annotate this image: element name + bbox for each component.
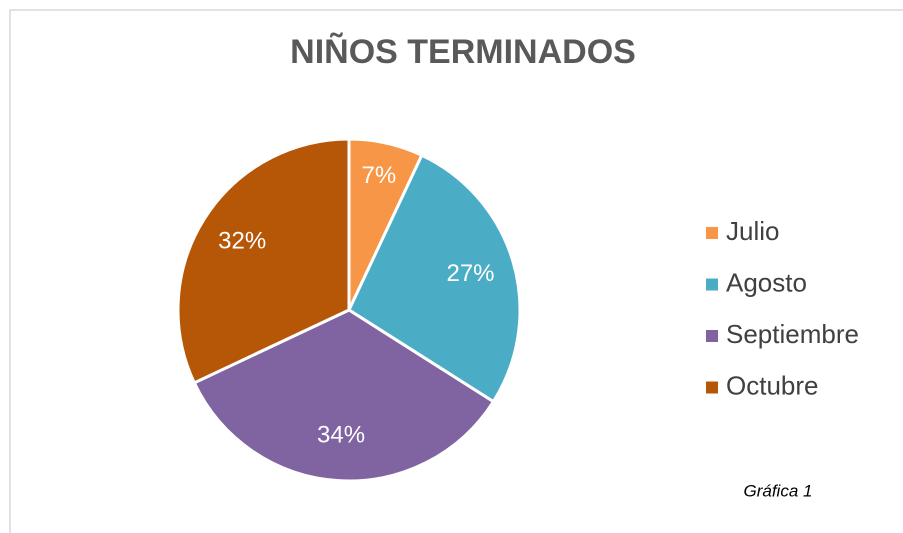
legend-label: Septiembre (726, 319, 859, 349)
pie-slice (192, 308, 496, 483)
data-label: 27% (446, 260, 494, 287)
legend-label: Agosto (726, 267, 807, 297)
pie-slice (176, 137, 351, 385)
pie-slice (347, 153, 522, 404)
data-label: 34% (317, 422, 365, 449)
legend-label: Octubre (726, 370, 819, 400)
annotation: Gráfica 1 (744, 481, 813, 500)
legend-label: Julio (726, 216, 779, 246)
legend-swatch (706, 278, 718, 291)
legend-swatch (706, 330, 718, 342)
chart-border (9, 9, 903, 533)
data-label: 7% (361, 162, 396, 189)
legend-swatch (706, 227, 718, 239)
data-label: 32% (218, 228, 266, 255)
chart-title: NIÑOS TERMINADOS (290, 33, 636, 71)
legend-swatch (706, 381, 718, 394)
